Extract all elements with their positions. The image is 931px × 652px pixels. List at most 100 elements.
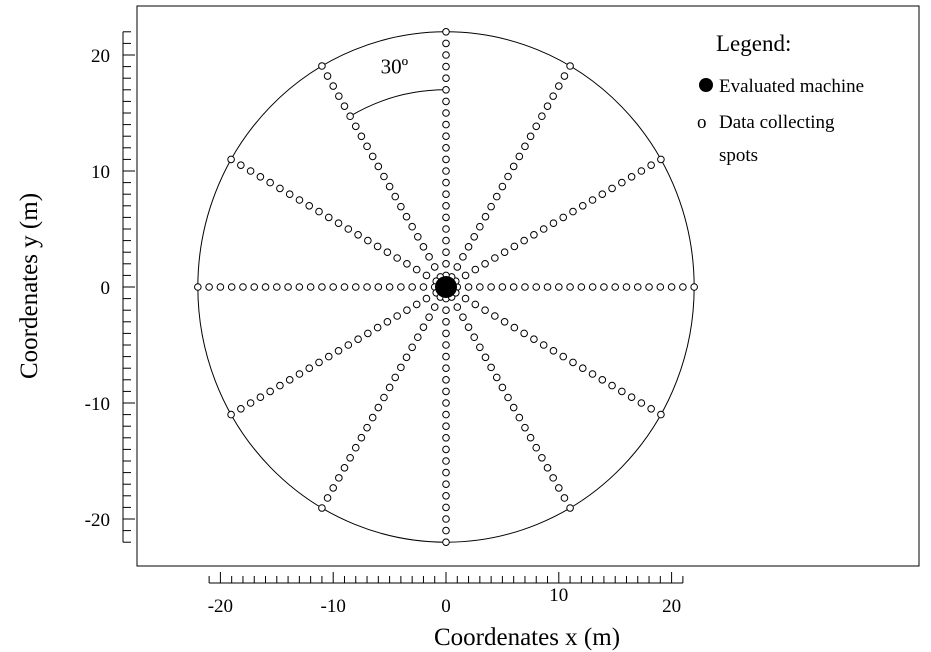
data-collecting-spot bbox=[273, 283, 281, 291]
y-axis-ticks: -20 -10 0 10 20 bbox=[85, 31, 135, 543]
legend-machine-marker bbox=[699, 78, 713, 92]
data-collecting-spot bbox=[393, 254, 401, 262]
data-collecting-spot bbox=[374, 162, 383, 171]
data-collecting-spot bbox=[383, 248, 392, 256]
data-collecting-spot bbox=[549, 347, 558, 355]
data-collecting-spot bbox=[194, 283, 202, 291]
data-collecting-spot bbox=[419, 243, 428, 251]
data-collecting-spot bbox=[363, 142, 371, 151]
data-collecting-spot bbox=[521, 142, 529, 151]
data-collecting-spot bbox=[481, 212, 490, 221]
data-collecting-spot bbox=[315, 358, 323, 367]
data-collecting-spot bbox=[647, 161, 655, 169]
data-collecting-spot bbox=[539, 341, 548, 349]
data-collecting-spot bbox=[442, 445, 450, 454]
data-collecting-spot bbox=[442, 387, 450, 396]
data-collecting-spot bbox=[442, 364, 450, 373]
data-collecting-spot bbox=[295, 196, 304, 204]
data-collecting-spot bbox=[414, 333, 422, 342]
data-collecting-spot bbox=[385, 283, 394, 291]
data-collecting-spot bbox=[329, 283, 338, 291]
data-collecting-spot bbox=[408, 343, 416, 352]
data-collecting-spot bbox=[555, 484, 563, 492]
data-collecting-spot bbox=[543, 102, 552, 110]
data-collecting-spot bbox=[246, 167, 255, 175]
data-collecting-spot bbox=[492, 373, 501, 382]
data-collecting-spot bbox=[442, 352, 450, 361]
data-collecting-spot bbox=[334, 347, 343, 355]
data-collecting-spot bbox=[637, 399, 646, 407]
data-collecting-spot bbox=[442, 480, 450, 489]
data-collecting-spot bbox=[385, 182, 394, 191]
data-collecting-spot bbox=[633, 283, 642, 291]
data-collecting-spot bbox=[346, 112, 354, 121]
data-collecting-spot bbox=[611, 283, 620, 291]
legend-spot-label-continued: spots bbox=[719, 145, 758, 166]
data-collecting-spot bbox=[261, 283, 270, 291]
data-collecting-spot bbox=[216, 283, 225, 291]
data-collecting-spot bbox=[391, 192, 400, 201]
plot-frame bbox=[136, 5, 920, 567]
data-collecting-spot bbox=[373, 323, 382, 332]
data-collecting-spot bbox=[385, 383, 394, 392]
angle-arc bbox=[349, 89, 447, 117]
y-tick-label: -10 bbox=[85, 394, 110, 415]
data-collecting-spot bbox=[500, 318, 509, 326]
data-collecting-spot bbox=[647, 405, 655, 413]
data-collecting-spot bbox=[284, 283, 292, 291]
data-collecting-spot bbox=[690, 283, 698, 291]
data-collecting-spot bbox=[459, 253, 467, 261]
x-axis-title: Coordenates x (m) bbox=[434, 624, 620, 651]
data-collecting-spot bbox=[459, 313, 467, 321]
data-collecting-spot bbox=[422, 294, 431, 303]
x-tick-label: 20 bbox=[662, 596, 681, 617]
data-collecting-spot bbox=[357, 433, 366, 442]
data-collecting-spot bbox=[500, 248, 509, 256]
data-collecting-spot bbox=[560, 72, 569, 80]
data-collecting-spot bbox=[442, 399, 450, 407]
data-collecting-spot bbox=[354, 231, 362, 239]
data-collecting-spot bbox=[425, 313, 433, 321]
data-collecting-spot bbox=[509, 403, 518, 412]
data-collecting-spot bbox=[520, 236, 528, 245]
data-collecting-spot bbox=[393, 312, 401, 320]
data-collecting-spot bbox=[442, 225, 450, 233]
data-collecting-spot bbox=[471, 265, 480, 274]
data-collecting-spot bbox=[442, 248, 450, 256]
data-collecting-spot bbox=[442, 39, 450, 48]
data-collecting-spot bbox=[205, 283, 213, 291]
legend-title: Legend: bbox=[716, 31, 791, 56]
data-collecting-spot bbox=[578, 364, 587, 373]
legend-spot-label: Data collecting bbox=[719, 112, 835, 133]
data-collecting-spot bbox=[442, 213, 450, 222]
data-collecting-spot bbox=[351, 122, 360, 131]
data-collecting-spot bbox=[461, 271, 470, 280]
data-collecting-spot bbox=[442, 190, 450, 198]
data-collecting-spot bbox=[323, 494, 332, 502]
data-collecting-spot bbox=[549, 92, 557, 100]
data-collecting-spot bbox=[334, 219, 343, 227]
data-collecting-spot bbox=[491, 312, 499, 320]
data-collecting-spot bbox=[549, 474, 557, 482]
data-collecting-spot bbox=[442, 178, 450, 187]
data-collecting-spot bbox=[346, 453, 354, 462]
data-collecting-spot bbox=[442, 376, 450, 384]
data-collecting-spot bbox=[569, 358, 577, 367]
data-collecting-spot bbox=[329, 82, 338, 90]
data-collecting-spot bbox=[237, 161, 245, 169]
data-collecting-spot bbox=[323, 72, 332, 80]
data-collecting-spot bbox=[442, 202, 450, 210]
data-collecting-spot bbox=[266, 387, 274, 396]
data-collecting-spot bbox=[476, 343, 484, 352]
data-collecting-spot bbox=[627, 393, 636, 402]
data-collecting-spot bbox=[543, 283, 552, 291]
data-collecting-spot bbox=[315, 207, 323, 216]
data-collecting-spot bbox=[566, 504, 574, 512]
data-collecting-spot bbox=[442, 236, 450, 245]
data-collecting-spot bbox=[419, 283, 428, 291]
data-collecting-spot bbox=[306, 283, 315, 291]
data-collecting-spot bbox=[351, 443, 360, 452]
data-collecting-spot bbox=[442, 144, 450, 152]
data-collecting-spot bbox=[285, 190, 294, 198]
data-collecting-spot bbox=[442, 457, 450, 465]
